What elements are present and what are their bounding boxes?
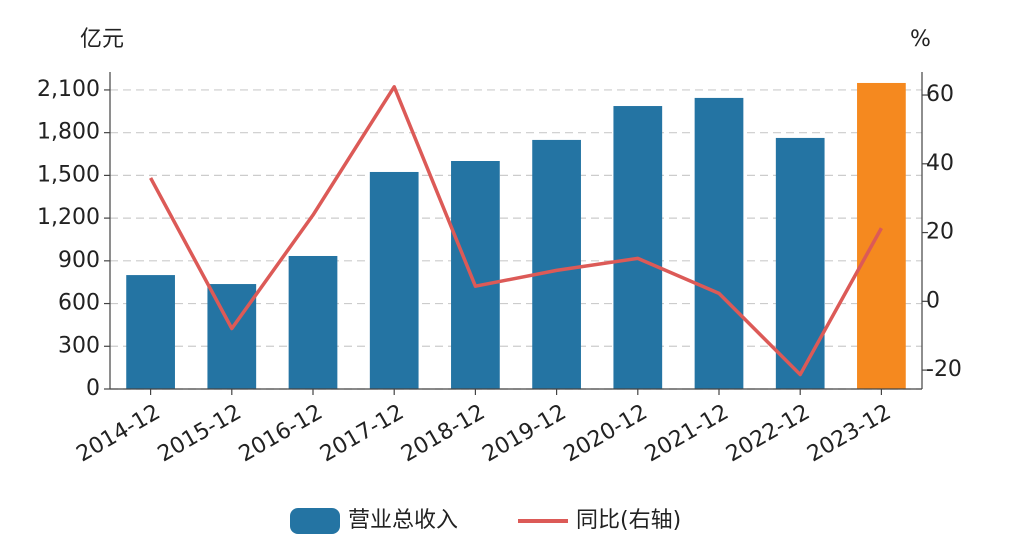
y-tick-label: 600	[58, 291, 100, 316]
y-tick-label: 2,100	[37, 77, 100, 102]
y2-tick-label: 40	[926, 151, 954, 176]
y2-tick-label: 60	[926, 82, 954, 107]
y-tick-label: 1,500	[37, 162, 100, 187]
bar	[288, 255, 338, 389]
y-tick-label: 0	[86, 376, 100, 401]
bar	[857, 82, 906, 390]
bar	[369, 171, 419, 389]
legend-label: 同比(右轴)	[576, 508, 681, 533]
y2-tick-label: 20	[926, 220, 954, 245]
bar	[451, 161, 500, 389]
x-tick-label: 2018-12	[397, 400, 489, 468]
x-tick-label: 2023-12	[803, 400, 895, 468]
y-tick-label: 1,200	[37, 205, 100, 230]
y2-unit: %	[910, 27, 931, 52]
x-tick-label: 2021-12	[641, 400, 733, 468]
x-tick-label: 2015-12	[154, 400, 246, 468]
bar	[126, 275, 175, 389]
y2-tick-label: 0	[926, 288, 940, 313]
bar	[532, 139, 581, 389]
bar	[694, 97, 744, 389]
y-tick-label: 1,800	[37, 120, 100, 145]
legend-swatch	[290, 508, 340, 534]
x-tick-label: 2014-12	[72, 400, 164, 468]
x-tick-label: 2022-12	[722, 400, 814, 468]
y-unit: 亿元	[80, 27, 124, 52]
legend-label: 营业总收入	[348, 508, 458, 533]
x-tick-label: 2016-12	[235, 400, 327, 468]
bar	[613, 106, 663, 389]
y-tick-label: 300	[58, 333, 100, 358]
bar	[775, 137, 825, 389]
x-tick-label: 2019-12	[478, 400, 570, 468]
x-tick-label: 2020-12	[560, 400, 652, 468]
y-tick-label: 900	[58, 248, 100, 273]
y2-tick-label: -20	[926, 357, 962, 382]
line	[149, 85, 883, 377]
x-tick-label: 2017-12	[316, 400, 408, 468]
